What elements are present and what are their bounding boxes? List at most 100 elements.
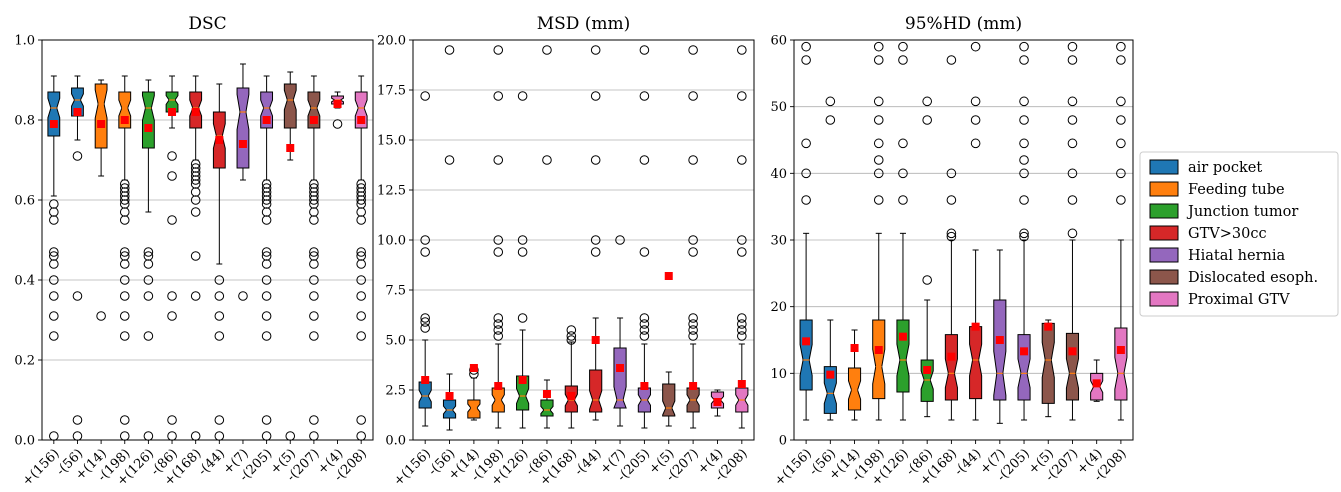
box-body [442, 399, 457, 419]
box-10 [1041, 319, 1055, 418]
mean-marker [309, 116, 318, 124]
y-tick-label: 20.0 [377, 34, 406, 49]
outlier-point [261, 215, 272, 225]
outlier-point [688, 91, 698, 101]
box-body [799, 319, 813, 391]
outlier-point [190, 171, 201, 181]
mean-marker [357, 116, 366, 124]
mean-marker [144, 124, 153, 132]
mean-marker [191, 108, 200, 116]
box-body [1017, 334, 1031, 401]
box-2 [847, 329, 862, 421]
outlier-point [356, 291, 366, 301]
mean-marker [469, 364, 478, 372]
mean-marker [1020, 347, 1029, 356]
mean-marker [802, 337, 811, 346]
outlier-point [119, 207, 130, 217]
outlier-point [946, 55, 957, 65]
outlier-point [309, 251, 319, 261]
y-tick-label: 60 [770, 34, 787, 49]
outlier-point [1116, 55, 1126, 65]
box-9 [1017, 41, 1031, 421]
box-body [662, 383, 676, 417]
outlier-point [493, 325, 504, 335]
outlier-point [639, 331, 650, 341]
y-tick-label: 0.0 [14, 434, 35, 449]
mean-marker [1068, 347, 1077, 356]
outlier-point [946, 195, 957, 205]
outlier-point [1116, 138, 1126, 149]
outlier-point [970, 138, 981, 149]
outlier-point [825, 115, 836, 125]
outlier-point [49, 207, 59, 217]
outlier-point [922, 115, 932, 125]
outlier-point [922, 96, 932, 107]
outlier-point [970, 115, 981, 125]
outlier-point [688, 325, 698, 335]
box-3 [118, 75, 132, 441]
outlier-point [261, 207, 272, 217]
axes-frame [41, 39, 374, 441]
outlier-point [801, 55, 811, 65]
outlier-point [898, 138, 908, 149]
box-13 [354, 75, 368, 441]
outlier-point [946, 228, 957, 239]
outlier-point [167, 311, 177, 321]
outlier-point [444, 45, 455, 55]
box-8 [613, 235, 627, 427]
outlier-point [420, 317, 430, 327]
outlier-point [737, 313, 747, 323]
outlier-point [261, 183, 272, 193]
legend-label: Hiatal hernia [1188, 248, 1285, 264]
mean-marker [971, 322, 980, 331]
box-7 [969, 41, 983, 421]
outlier-point [898, 195, 908, 205]
box-1 [823, 96, 837, 421]
y-tick-label: 10.0 [377, 234, 406, 249]
outlier-point [49, 431, 59, 441]
mean-marker [518, 376, 527, 384]
box-body [283, 83, 297, 129]
outlier-point [96, 311, 106, 321]
outlier-point [590, 45, 601, 55]
outlier-point [590, 91, 601, 101]
mean-marker [445, 392, 454, 400]
outlier-point [49, 275, 59, 285]
box-2 [94, 79, 108, 321]
outlier-point [1116, 195, 1126, 205]
outlier-point [309, 431, 319, 441]
box-body [165, 91, 179, 113]
outlier-point [737, 319, 747, 329]
outlier-point [356, 259, 366, 269]
outlier-point [898, 168, 908, 179]
legend-label: GTV>30cc [1188, 226, 1267, 242]
box-body [141, 91, 155, 149]
outlier-point [801, 41, 811, 52]
outlier-point [737, 45, 747, 55]
outlier-point [190, 195, 201, 205]
outlier-point [309, 415, 319, 425]
box-body [1065, 332, 1080, 401]
box-body [896, 319, 910, 393]
box-4 [141, 79, 155, 441]
outlier-point [167, 215, 177, 225]
outlier-point [261, 195, 272, 205]
outlier-point [309, 331, 319, 341]
outlier-point [309, 291, 319, 301]
outlier-point [356, 431, 366, 441]
box-body [589, 369, 603, 413]
legend-label: air pocket [1188, 160, 1262, 176]
outlier-point [1067, 168, 1078, 179]
chart-title: DSC [188, 14, 226, 34]
outlier-point [1019, 41, 1029, 52]
outlier-point [261, 311, 272, 321]
box-10 [283, 71, 297, 441]
legend-swatch [1149, 225, 1179, 241]
y-tick-label: 17.5 [377, 84, 406, 99]
outlier-point [946, 231, 957, 242]
box-body [993, 299, 1007, 401]
outlier-point [119, 259, 130, 269]
outlier-point [737, 331, 747, 341]
y-tick-label: 0.2 [14, 354, 35, 369]
outlier-point [1019, 231, 1029, 242]
